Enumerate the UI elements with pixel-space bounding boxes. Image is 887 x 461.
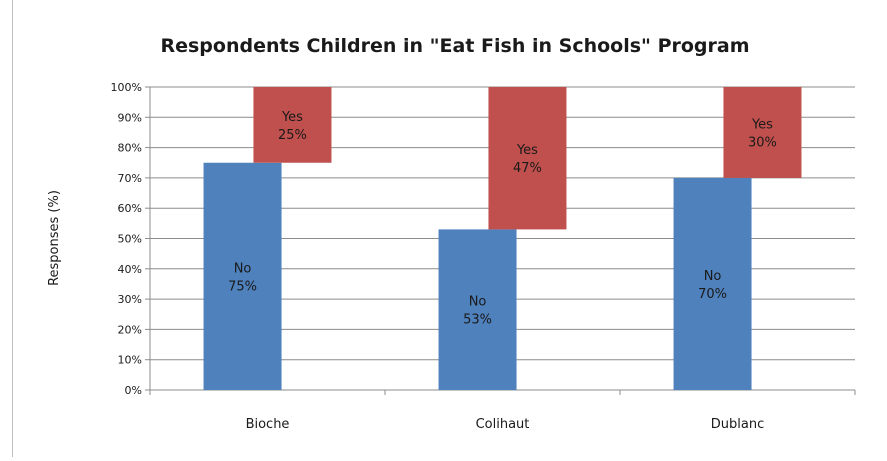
data-label-value: 30% <box>748 135 777 150</box>
data-label-value: 70% <box>698 287 727 302</box>
chart-title: Respondents Children in "Eat Fish in Sch… <box>160 35 749 57</box>
data-label-value: 75% <box>228 279 257 294</box>
y-tick-label: 30% <box>118 293 142 306</box>
data-label-value: 25% <box>278 128 307 143</box>
y-tick-label: 100% <box>111 81 142 94</box>
y-tick-label: 70% <box>118 172 142 185</box>
y-tick-label: 50% <box>118 233 142 246</box>
data-label-series: Yes <box>281 110 303 125</box>
x-tick-label: Bioche <box>246 417 290 432</box>
data-label-value: 47% <box>513 161 542 176</box>
y-tick-label: 80% <box>118 142 142 155</box>
x-tick-label: Colihaut <box>476 417 530 432</box>
x-tick-label: Dublanc <box>711 417 764 432</box>
data-label-series: No <box>234 261 252 276</box>
y-tick-label: 20% <box>118 323 142 336</box>
y-axis-ticks: 0% 10% 20% 30% 40% 50% 60% 70% 80% 90% 100% <box>111 81 142 397</box>
bar-no <box>203 162 282 390</box>
bar-no <box>438 229 517 390</box>
y-tick-label: 10% <box>118 354 142 367</box>
data-label-series: No <box>704 269 722 284</box>
bar-no <box>673 177 752 390</box>
data-label-value: 53% <box>463 313 492 328</box>
y-tick-label: 90% <box>118 111 142 124</box>
y-axis-label: Responses (%) <box>47 190 62 286</box>
bar-yes <box>723 87 802 178</box>
data-label-series: No <box>469 295 487 310</box>
x-axis-ticks: Bioche Colihaut Dublanc <box>246 417 765 432</box>
bar-yes <box>488 87 567 230</box>
y-tick-label: 40% <box>118 263 142 276</box>
bar-yes <box>253 87 332 163</box>
data-label-series: Yes <box>516 143 538 158</box>
data-label-series: Yes <box>751 117 773 132</box>
bars: No 75% Yes 25% No 53% Yes 47% No 70% Yes 30% <box>203 87 802 390</box>
y-tick-label: 60% <box>118 202 142 215</box>
frame-border <box>12 0 13 457</box>
y-tick-label: 0% <box>125 384 142 397</box>
